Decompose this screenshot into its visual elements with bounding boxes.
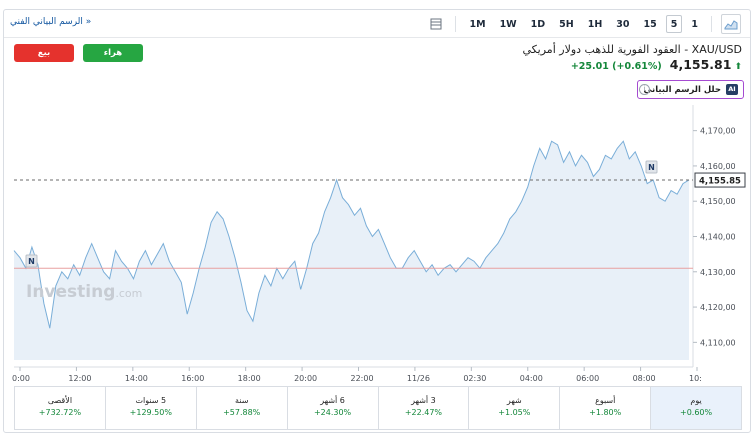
news-marker-label: N	[648, 163, 655, 172]
sell-button[interactable]: بيع	[14, 44, 74, 62]
timeframe-button-30[interactable]: 30	[616, 18, 630, 30]
x-tick-label: 06:00	[576, 374, 599, 383]
toolbar-divider	[711, 15, 712, 32]
y-tick-label: 4,130,00	[700, 268, 736, 277]
last-price-badge-label: 4,155.85	[699, 177, 741, 187]
timeframe-button-1w[interactable]: 1W	[499, 18, 517, 30]
performance-label: يوم	[690, 396, 702, 405]
performance-period-5[interactable]: سنة +57.88%	[195, 387, 287, 429]
x-tick-label: 16:00	[181, 374, 204, 383]
y-tick-label: 4,120,00	[700, 303, 736, 312]
timeframe-selector: 1M 1W 1D 5H 1H 30 15 5 1	[423, 13, 744, 34]
technical-chart-link[interactable]: الرسم البياني الفني »	[10, 17, 92, 27]
x-tick-label: 08:00	[633, 374, 656, 383]
x-tick-label: 20:00	[294, 374, 317, 383]
news-marker-label: N	[28, 257, 35, 266]
chart-toolbar: الرسم البياني الفني » 1M 1W 1D 5H 1H 30 15 5 1	[4, 10, 750, 38]
performance-bar: يوم +0.60% أسبوع +1.80% شهر +1.05% 3 أشهر +22.4…	[14, 386, 742, 430]
area-chart-type-icon[interactable]	[721, 13, 741, 34]
y-tick-label: 4,140,00	[700, 233, 736, 242]
performance-period-0[interactable]: يوم +0.60%	[650, 387, 741, 429]
analyze-chart-label: حلل الرسم البياني	[643, 84, 721, 95]
performance-label: أسبوع	[595, 396, 616, 405]
price-change: +25.01 (+0.61%)	[570, 61, 662, 72]
performance-value: +732.72%	[38, 408, 82, 417]
y-tick-label: 4,150,00	[700, 197, 736, 206]
toolbar-divider	[455, 15, 457, 32]
performance-value: +129.50%	[129, 408, 172, 417]
x-tick-label: 22:00	[351, 374, 374, 383]
performance-value: +0.60%	[680, 408, 713, 417]
performance-value: +1.05%	[498, 408, 531, 417]
investing-watermark: Investing.com	[26, 282, 142, 302]
performance-period-1[interactable]: أسبوع +1.80%	[559, 387, 650, 429]
performance-label: الأقصى	[47, 396, 73, 405]
x-tick-label: 04:00	[520, 374, 543, 383]
instrument-title: XAU/USD - العقود الفورية للذهب دولار أمر…	[522, 43, 742, 56]
performance-label: شهر	[506, 396, 522, 405]
timeframe-buttons: 1M 1W 1D 5H 1H 30 15 5 1	[462, 14, 705, 33]
price-line	[13, 140, 690, 329]
table-view-icon[interactable]	[426, 14, 446, 34]
ai-icon: AI	[726, 84, 738, 95]
x-tick-label: 11/26	[407, 374, 430, 383]
arrow-up-icon: ⬆	[734, 62, 742, 72]
x-tick-label: 14:00	[125, 374, 148, 383]
performance-value: +22.47%	[404, 408, 443, 417]
y-tick-label: 4,110,00	[700, 338, 736, 347]
performance-value: +57.88%	[223, 408, 261, 417]
news-marker	[645, 160, 658, 174]
performance-period-6[interactable]: 5 سنوات +129.50%	[104, 387, 196, 429]
x-tick-label: 02:30	[463, 374, 486, 383]
timeframe-button-1[interactable]: 1	[691, 18, 698, 30]
performance-label: 5 سنوات	[135, 396, 167, 405]
chart-widget: الرسم البياني الفني » 1M 1W 1D 5H 1H 30 15 5 1 ب…	[3, 9, 751, 433]
price-area	[14, 141, 689, 360]
timeframe-button-5h[interactable]: 5H	[559, 18, 574, 30]
x-tick-label: 18:00	[238, 374, 261, 383]
x-tick-label: 0:00	[12, 374, 30, 383]
timeframe-button-1h[interactable]: 1H	[587, 18, 603, 30]
performance-period-4[interactable]: 6 أشهر +24.30%	[286, 387, 378, 429]
x-tick-label: 10:	[689, 374, 702, 383]
price-chart[interactable]: Investing.com N N 4,170,00 4,160,00 4,150,00 4…	[4, 105, 750, 385]
y-tick-label: 4,170,00	[700, 127, 736, 136]
performance-label: 6 أشهر	[320, 396, 345, 405]
timeframe-button-1d[interactable]: 1D	[530, 18, 546, 30]
last-price: 4,155.81	[669, 57, 732, 72]
performance-value: +24.30%	[313, 408, 352, 417]
news-marker	[25, 254, 38, 268]
last-price-badge	[694, 172, 746, 188]
buy-button[interactable]: هراء	[83, 44, 143, 62]
x-tick-label: 12:00	[68, 374, 91, 383]
performance-value: +1.80%	[589, 408, 622, 417]
info-icon[interactable]: i	[639, 84, 650, 95]
timeframe-button-5[interactable]: 5	[665, 14, 683, 33]
price-row: +25.01 (+0.61%) 4,155.81 ⬆	[571, 57, 742, 72]
performance-period-7[interactable]: الأقصى +732.72%	[15, 387, 105, 429]
performance-label: 3 أشهر	[411, 396, 436, 405]
timeframe-button-1m[interactable]: 1M	[469, 18, 486, 30]
performance-label: سنة	[234, 396, 249, 405]
y-tick-label: 4,160,00	[700, 162, 736, 171]
timeframe-button-15[interactable]: 15	[643, 18, 657, 30]
analyze-chart-button[interactable]: AI حلل الرسم البياني	[637, 80, 744, 99]
performance-period-2[interactable]: شهر +1.05%	[468, 387, 559, 429]
performance-period-3[interactable]: 3 أشهر +22.47%	[377, 387, 469, 429]
